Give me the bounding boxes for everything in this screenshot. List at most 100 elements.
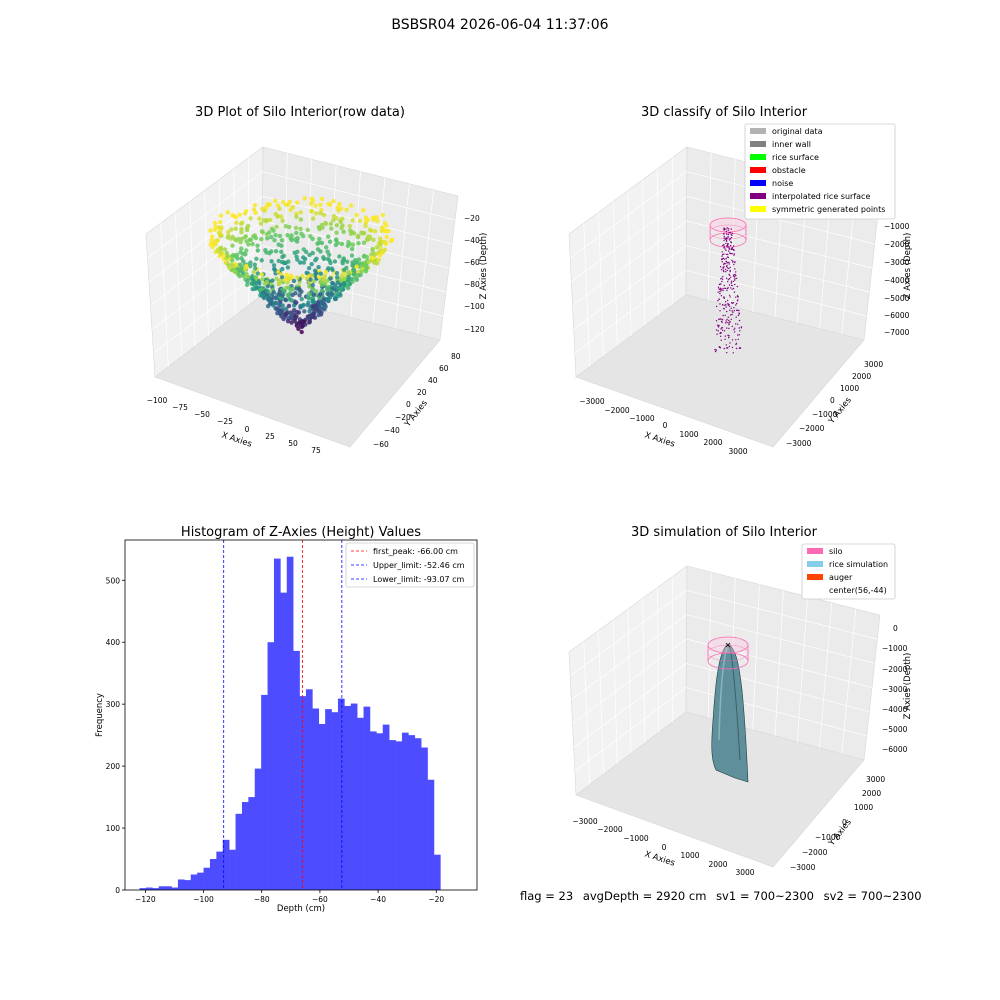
panel2-x-ticks: −3000 −2000 −1000 0 1000 2000 3000 — [579, 397, 747, 456]
panel2-z-tick-1: −2000 — [884, 240, 910, 249]
panel2-y-tick-2: −1000 — [812, 410, 838, 419]
raw-point — [239, 230, 244, 235]
raw-point — [354, 259, 360, 264]
raw-point — [302, 309, 307, 314]
raw-point — [326, 266, 331, 271]
raw-point — [209, 238, 214, 243]
panel4-x-tick-1: −2000 — [597, 825, 623, 834]
raw-point — [254, 256, 259, 261]
raw-point — [301, 319, 306, 324]
raw-point — [309, 273, 314, 278]
classified-point — [724, 304, 726, 306]
classified-point — [735, 342, 738, 344]
panel4-z-label: Z Axies (Depth) — [903, 653, 913, 720]
raw-point — [294, 239, 300, 244]
raw-point — [225, 254, 230, 259]
raw-point — [283, 312, 288, 317]
legend-label-inner-wall: inner wall — [772, 140, 811, 149]
classified-point — [731, 288, 733, 290]
classified-point — [728, 327, 730, 330]
classified-point — [714, 350, 717, 353]
raw-point — [286, 303, 292, 309]
raw-point — [321, 212, 327, 218]
raw-point — [297, 287, 302, 293]
raw-point — [335, 280, 340, 285]
raw-point — [257, 281, 262, 286]
panel4-z-tick-0: 0 — [893, 624, 898, 633]
raw-point — [280, 218, 285, 223]
panel-simulation: 3D simulation of Silo Interior ✕ silo ri… — [568, 525, 913, 877]
classified-point — [727, 304, 729, 306]
grid-line — [572, 220, 687, 306]
legend-label-symmetric-generated-points: symmetric generated points — [772, 205, 885, 214]
panel3-title: Histogram of Z-Axies (Height) Values — [181, 525, 421, 540]
raw-point — [275, 214, 280, 219]
classified-point — [723, 239, 725, 242]
classified-point — [733, 249, 735, 252]
classified-point — [719, 292, 721, 295]
classified-point — [735, 323, 737, 325]
legend-label-silo: silo — [829, 547, 843, 556]
classified-point — [738, 319, 741, 322]
classified-point — [727, 236, 729, 238]
panel-histogram: Histogram of Z-Axies (Height) Values −12… — [95, 525, 478, 914]
classified-point — [729, 296, 731, 298]
raw-point — [346, 285, 351, 291]
panel2-x-tick-4: 1000 — [679, 430, 698, 439]
raw-point — [332, 296, 338, 302]
grid-line — [571, 614, 687, 700]
panel1-x-tick-5: 25 — [265, 432, 275, 441]
raw-point — [212, 227, 218, 232]
panel4-y-tick-1: −2000 — [802, 848, 828, 857]
raw-point — [213, 241, 218, 247]
legend-swatch-obstacle — [750, 167, 766, 173]
panel1-z-tick-0: −20 — [464, 214, 480, 223]
classified-point — [722, 289, 724, 292]
classified-point — [731, 284, 733, 287]
raw-point — [265, 304, 271, 309]
raw-point — [271, 228, 276, 233]
panel1-x-tick-4: 0 — [245, 425, 250, 434]
classified-point — [730, 236, 733, 239]
raw-point — [244, 227, 250, 233]
classified-point — [726, 327, 728, 329]
legend-swatch-rice-simulation — [807, 561, 823, 567]
panel4-legend-box — [801, 543, 896, 600]
histogram-bar — [389, 740, 396, 890]
raw-point — [316, 225, 321, 230]
classified-point — [734, 268, 736, 270]
raw-point — [272, 238, 277, 243]
raw-point — [316, 265, 321, 270]
classified-point — [727, 233, 730, 236]
raw-point — [294, 230, 299, 236]
raw-point — [260, 277, 265, 282]
classified-point — [720, 335, 722, 337]
raw-point — [307, 252, 312, 258]
classified-point — [725, 240, 728, 242]
panel4-rice-simulation-surface — [711, 643, 749, 783]
raw-point — [298, 305, 303, 310]
raw-point — [253, 266, 258, 271]
raw-point — [297, 293, 302, 298]
legend-label-interpolated-rice-surface: interpolated rice surface — [772, 192, 870, 201]
raw-point — [218, 245, 224, 250]
raw-point — [303, 256, 308, 261]
raw-point — [318, 271, 323, 276]
raw-point — [319, 282, 325, 288]
classified-point — [735, 343, 737, 346]
raw-point — [298, 217, 304, 222]
classified-point — [728, 239, 731, 241]
raw-point — [255, 243, 260, 248]
panel1-y-tick-5: 40 — [428, 376, 438, 385]
raw-point — [349, 253, 355, 258]
classified-point — [724, 301, 727, 303]
panel1-y-tick-3: 0 — [406, 400, 411, 409]
raw-point — [333, 242, 339, 248]
classified-point — [724, 258, 726, 260]
classified-point — [723, 237, 725, 239]
raw-point — [294, 314, 299, 319]
raw-point — [349, 203, 354, 208]
legend-swatch-silo — [807, 548, 823, 554]
classified-point — [734, 331, 736, 333]
classified-point — [723, 330, 726, 332]
